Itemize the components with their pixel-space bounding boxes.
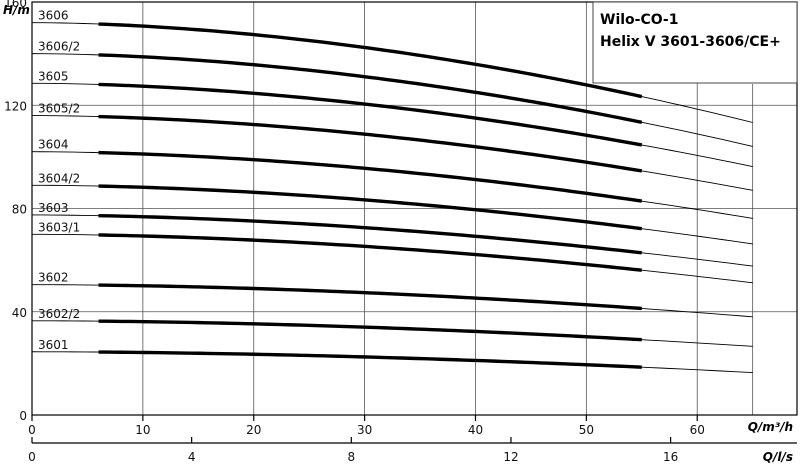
series-label-3605: 3605	[38, 69, 69, 83]
chart-title-line-1: Wilo-CO-1	[600, 12, 678, 28]
axes: 0 10 20 30 40 50 60 0 40 80 120 160 0 4 8 12 16	[4, 0, 798, 464]
curve-3603-operating	[98, 213, 642, 255]
series-label-3606: 3606	[38, 9, 69, 23]
y-tick-label: 160	[4, 0, 27, 10]
curve-3602-operating	[98, 283, 642, 311]
series-label-3603: 3603	[38, 201, 69, 215]
series-label-3605-2: 3605/2	[38, 102, 80, 116]
curve-3606-operating	[98, 22, 643, 99]
curve-3604-2-operating	[98, 184, 642, 231]
curve-3603-full	[31, 214, 753, 267]
chart-title-line-2: Helix V 3601-3606/CE+	[600, 34, 781, 50]
x-tick-label: 50	[579, 423, 594, 437]
curve-3603-1-operating	[98, 233, 642, 272]
x-tick-label: 30	[357, 423, 372, 437]
y-tick-label: 0	[19, 409, 27, 423]
curve-3605-2-operating	[98, 114, 643, 173]
series-label-3602: 3602	[38, 271, 69, 285]
curve-3603-1-full	[31, 233, 753, 284]
x2-axis-title: Q/l/s	[763, 450, 793, 464]
pump-curves	[31, 22, 753, 374]
x2-tick-label: 8	[347, 450, 355, 464]
y-tick-label: 80	[12, 203, 27, 217]
x-tick-label: 0	[28, 423, 36, 437]
x-tick-label: 40	[468, 423, 483, 437]
series-label-3601: 3601	[38, 338, 69, 352]
curve-3601-operating	[98, 350, 642, 369]
y-tick-label: 40	[12, 306, 27, 320]
x2-tick-label: 16	[663, 450, 678, 464]
legend-frame	[592, 1, 798, 84]
curve-3602-2-full	[31, 320, 753, 347]
x-axis-title: Q/m³/h	[748, 420, 793, 434]
curve-3602-2-operating	[98, 319, 642, 342]
curve-3604-operating	[98, 150, 643, 203]
series-label-3603-1: 3603/1	[38, 220, 80, 234]
series-label-3604: 3604	[38, 138, 69, 152]
curve-3601-full	[31, 351, 753, 374]
series-label-3604-2: 3604/2	[38, 171, 80, 185]
y-axis-title: H/m	[3, 3, 30, 17]
x2-tick-label: 0	[28, 450, 36, 464]
legend-box: Wilo-CO-1 Helix V 3601-3606/CE+	[592, 1, 798, 84]
series-label-3602-2: 3602/2	[38, 307, 80, 321]
x-tick-label: 20	[246, 423, 261, 437]
curve-3606-2-operating	[98, 53, 643, 124]
plot-frame	[31, 1, 798, 416]
x-tick-label: 10	[135, 423, 150, 437]
x-tick-label: 60	[690, 423, 705, 437]
x2-tick-label: 4	[188, 450, 196, 464]
y-tick-label: 120	[4, 99, 27, 113]
series-label-3606-2: 3606/2	[38, 40, 80, 54]
series-labels: 3606 3606/2 3605 3605/2 3604 3604/2 3603 3603/1…	[38, 9, 80, 352]
curve-3605-operating	[98, 82, 643, 147]
x2-tick-label: 12	[503, 450, 518, 464]
